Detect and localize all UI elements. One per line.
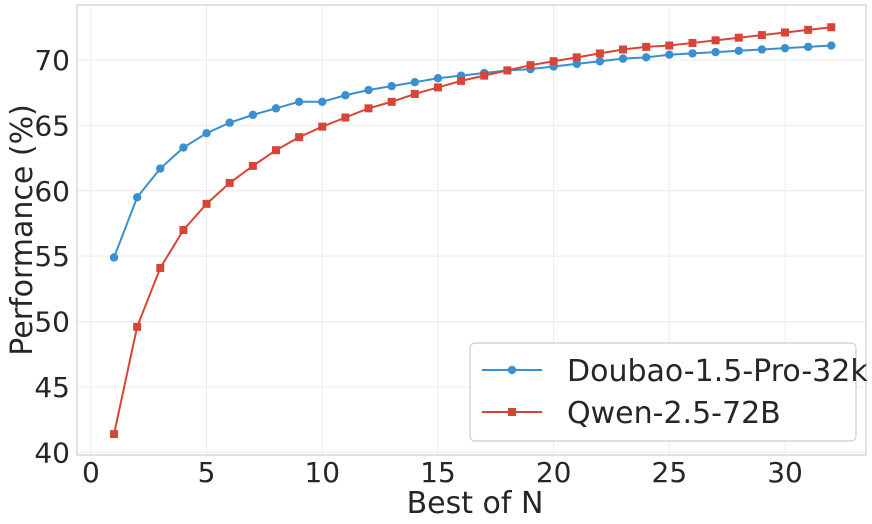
data-point-qwen — [526, 61, 535, 70]
data-point-doubao — [734, 46, 743, 55]
x-tick-label: 25 — [652, 456, 688, 489]
axes-frame — [76, 4, 867, 456]
data-point-qwen — [271, 146, 280, 155]
y-tick-label: 60 — [34, 175, 70, 208]
data-point-qwen — [619, 45, 628, 54]
legend-box — [469, 342, 857, 442]
x-tick-label: 20 — [536, 456, 572, 489]
data-point-qwen — [480, 71, 489, 80]
data-point-doubao — [387, 81, 396, 91]
data-point-qwen — [410, 89, 419, 98]
data-point-qwen — [642, 42, 651, 51]
legend-label-doubao: Doubao-1.5-Pro-32k — [567, 354, 868, 389]
x-tick-label: 15 — [420, 456, 456, 489]
data-point-doubao — [757, 45, 767, 54]
data-point-qwen — [457, 76, 466, 85]
y-tick-labels: 40 45 50 55 60 65 70 — [34, 44, 70, 469]
plot-area-border — [76, 4, 867, 456]
data-point-doubao — [780, 43, 790, 53]
data-point-doubao — [827, 41, 836, 50]
y-tick-label: 45 — [34, 371, 70, 404]
y-tick-label: 55 — [34, 240, 70, 273]
x-tick-label: 30 — [767, 456, 803, 489]
data-point-qwen — [225, 178, 234, 187]
data-point-doubao — [318, 97, 327, 107]
data-point-doubao — [364, 85, 373, 95]
legend: Doubao-1.5-Pro-32k Qwen-2.5-72B — [469, 342, 868, 442]
data-point-qwen — [318, 122, 327, 131]
data-point-doubao — [433, 74, 443, 83]
data-point-doubao — [341, 91, 350, 100]
legend-marker-doubao — [507, 365, 517, 375]
data-point-doubao — [618, 54, 628, 63]
data-point-qwen — [433, 83, 442, 92]
data-point-doubao — [595, 57, 605, 66]
data-point-qwen — [827, 23, 836, 32]
data-point-doubao — [803, 42, 813, 52]
data-point-doubao — [156, 164, 165, 173]
data-point-qwen — [688, 38, 697, 47]
data-point-qwen — [665, 41, 674, 50]
data-point-doubao — [109, 253, 119, 262]
data-point-qwen — [734, 33, 743, 42]
data-point-doubao — [294, 97, 304, 107]
data-point-qwen — [549, 57, 558, 66]
data-point-qwen — [387, 97, 396, 106]
data-point-doubao — [572, 59, 581, 69]
grid-lines — [77, 5, 866, 455]
data-point-qwen — [757, 31, 766, 40]
x-axis-title: Best of N — [407, 486, 544, 521]
data-point-qwen — [804, 25, 813, 34]
x-tick-label: 5 — [198, 456, 216, 489]
y-tick-label: 50 — [34, 306, 70, 339]
data-point-qwen — [202, 199, 211, 208]
data-point-doubao — [410, 77, 420, 87]
data-point-doubao — [271, 104, 281, 113]
data-point-qwen — [248, 161, 257, 170]
data-point-qwen — [133, 322, 142, 331]
data-point-qwen — [781, 28, 790, 37]
x-tick-labels: 0 5 10 15 20 25 30 — [82, 456, 803, 489]
data-point-qwen — [156, 263, 165, 272]
data-point-doubao — [225, 118, 234, 127]
data-point-qwen — [572, 53, 581, 62]
data-point-qwen — [341, 113, 350, 122]
data-point-qwen — [295, 133, 304, 142]
data-point-doubao — [202, 128, 211, 138]
x-tick-label: 0 — [82, 456, 100, 489]
y-tick-label: 70 — [34, 44, 70, 77]
data-point-doubao — [665, 50, 674, 59]
y-axis-title: Performance (%) — [5, 104, 40, 356]
data-point-doubao — [688, 49, 697, 58]
data-point-doubao — [711, 47, 720, 57]
series-lines — [109, 23, 836, 439]
data-point-qwen — [110, 430, 119, 439]
data-point-doubao — [132, 193, 142, 202]
data-point-qwen — [595, 49, 604, 58]
legend-marker-qwen — [508, 408, 516, 416]
data-point-doubao — [641, 53, 651, 62]
data-point-qwen — [503, 66, 512, 75]
x-tick-label: 10 — [304, 456, 340, 489]
y-tick-label: 40 — [34, 436, 70, 469]
legend-label-qwen: Qwen-2.5-72B — [567, 396, 781, 431]
data-point-doubao — [248, 110, 258, 120]
data-point-qwen — [179, 226, 188, 234]
data-point-qwen — [711, 36, 720, 45]
data-point-doubao — [179, 143, 188, 152]
data-point-qwen — [364, 104, 373, 113]
y-tick-label: 65 — [34, 109, 70, 142]
